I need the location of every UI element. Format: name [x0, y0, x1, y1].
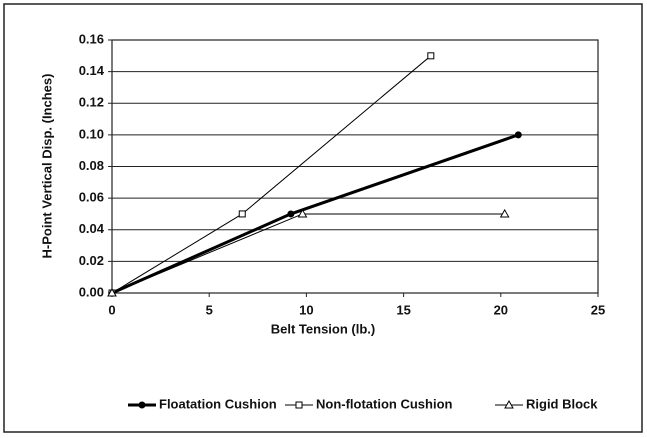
marker	[107, 287, 117, 297]
marker	[427, 52, 435, 60]
x-axis-label: Belt Tension (lb.)	[271, 321, 375, 336]
y-tick-label: 0.04	[79, 221, 105, 236]
marker	[287, 210, 295, 218]
marker	[499, 208, 510, 218]
x-tick-label: 5	[206, 302, 213, 317]
legend-label: Floatation Cushion	[159, 396, 277, 411]
marker	[514, 131, 522, 139]
marker	[238, 210, 246, 218]
x-tick-label: 10	[299, 302, 313, 317]
x-tick-label: 25	[591, 302, 605, 317]
y-tick-label: 0.10	[79, 126, 104, 141]
y-tick-label: 0.02	[79, 253, 104, 268]
y-tick-label: 0.06	[79, 190, 104, 205]
legend-marker	[295, 401, 303, 409]
legend-marker	[138, 401, 146, 409]
y-tick-label: 0.14	[79, 63, 105, 78]
marker	[297, 208, 308, 218]
legend-label: Rigid Block	[526, 396, 598, 411]
y-tick-label: 0.16	[79, 31, 104, 46]
y-tick-label: 0.00	[79, 284, 104, 299]
y-axis-label: H-Point Vertical Disp. (Inches)	[39, 74, 54, 259]
x-tick-label: 15	[396, 302, 410, 317]
legend-label: Non-flotation Cushion	[316, 396, 453, 411]
x-tick-label: 20	[494, 302, 508, 317]
x-tick-label: 0	[108, 302, 115, 317]
y-tick-label: 0.12	[79, 95, 104, 110]
y-tick-label: 0.08	[79, 158, 104, 173]
legend-marker	[504, 399, 514, 409]
